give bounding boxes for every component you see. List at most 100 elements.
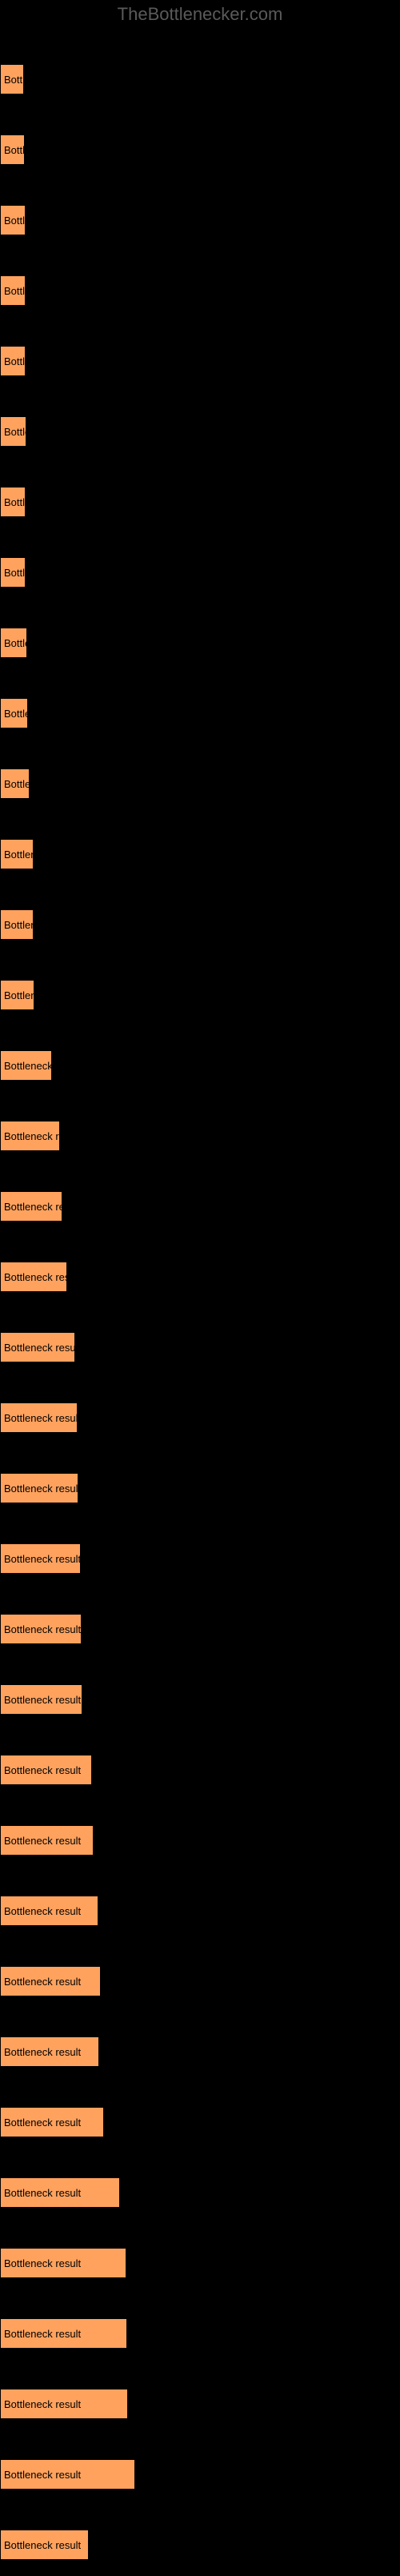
bar-row: Bottleneck result4 <box>0 2137 400 2208</box>
bar: Bottleneck result <box>0 1473 78 1503</box>
bar-label: Bottleneck result <box>4 1130 59 1142</box>
bar-label: Bottleneck result <box>4 1905 81 1917</box>
bar-wrapper: Bottleneck result <box>0 275 400 306</box>
bar: Bottleneck result <box>0 1543 81 1574</box>
bar: Bottleneck result <box>0 2530 89 2560</box>
bar-label: Bottleneck result <box>4 355 25 367</box>
bar-wrapper: Bottleneck result4 <box>0 2248 400 2278</box>
bar-row: Bottleneck result <box>0 24 400 94</box>
bar-row: Bottleneck result <box>0 1715 400 1785</box>
bar-row: Bottleneck result <box>0 2490 400 2560</box>
bar-row: Bottleneck result <box>0 1644 400 1715</box>
bar: Bottleneck result <box>0 1121 60 1151</box>
bar-row: Bottleneck result <box>0 1362 400 1433</box>
bars-host: Bottleneck result Bottleneck result Bottle… <box>0 24 400 2560</box>
bar: Bottleneck result <box>0 1896 98 1926</box>
bar-label: Bottleneck result <box>4 496 25 508</box>
bar-row: Bottleneck result <box>0 940 400 1010</box>
bar: Bottleneck result <box>0 275 26 306</box>
bar-label: Bottleneck result <box>4 426 26 438</box>
bar-label: Bottleneck result <box>4 708 27 720</box>
bar-wrapper: Bottleneck result <box>0 1684 400 1715</box>
bar: Bottleneck result <box>0 1614 82 1644</box>
bar-wrapper: Bottleneck result <box>0 768 400 799</box>
chart-container: Bottleneck result Bottleneck result Bottle… <box>0 0 400 2576</box>
bar-wrapper: Bottleneck result <box>0 205 400 235</box>
bar: Bottleneck result <box>0 134 25 165</box>
bar: Bottleneck result <box>0 64 24 94</box>
bar-wrapper: Bottleneck result <box>0 1966 400 1996</box>
bar-value: 4 <box>140 2397 146 2410</box>
bar-label: Bottleneck result <box>4 285 25 297</box>
bar-label: Bottleneck result <box>4 74 23 86</box>
bar-row: Bottleneck result <box>0 94 400 165</box>
bar: Bottleneck result4 <box>0 2389 128 2419</box>
bar-label: Bottleneck result <box>4 1764 81 1776</box>
bar-row: Bottleneck result 4 <box>0 2349 400 2419</box>
bar-label: Bottleneck result <box>4 919 33 931</box>
bar: Bottleneck result <box>0 1966 101 1996</box>
bar-row: Bottleneck result4 <box>0 2208 400 2278</box>
bar-wrapper: Bottleneck result <box>0 1825 400 1856</box>
bar: Bottleneck result <box>0 2036 99 2067</box>
bar-wrapper: Bottleneck result <box>0 1614 400 1644</box>
bar: Bottleneck result <box>0 909 34 940</box>
bar-value: 4 <box>139 2327 146 2340</box>
bar: Bottleneck result <box>0 1050 52 1081</box>
bar-label: Bottleneck result <box>4 989 34 1001</box>
bar-wrapper: Bottleneck result 4 <box>0 2389 400 2419</box>
bar: Bottleneck result <box>0 839 34 869</box>
bar-label: Bottleneck result <box>4 849 33 861</box>
bar: Bottleneck result <box>0 2107 104 2137</box>
bar-label: Bottleneck result <box>4 2046 81 2058</box>
bar-label: Bottleneck result <box>4 1271 66 1283</box>
bar: Bottleneck result <box>0 1755 92 1785</box>
bar-wrapper: Bottleneck result <box>0 1050 400 1081</box>
bar-label: Bottleneck result <box>4 2539 81 2551</box>
bar-wrapper: Bottleneck result <box>0 416 400 447</box>
bar-label: Bottleneck result <box>4 2257 81 2269</box>
bar-label: Bottleneck result <box>4 1412 77 1424</box>
bar-label: Bottleneck result <box>4 1553 80 1565</box>
bar-wrapper: Bottleneck result <box>0 628 400 658</box>
bar-wrapper: Bottleneck result <box>0 1262 400 1292</box>
bar: Bottleneck result <box>0 1825 94 1856</box>
bar-row: Bottleneck result <box>0 165 400 235</box>
bar-row: Bottleneck result <box>0 2067 400 2137</box>
bar-wrapper: Bottleneck result <box>0 487 400 517</box>
bar-wrapper: Bottleneck result <box>0 1755 400 1785</box>
bar-label: Bottleneck result <box>4 1623 81 1635</box>
bar: Bottleneck result4 <box>0 2459 135 2490</box>
bar-row: Bottleneck result <box>0 1996 400 2067</box>
bar-label: Bottleneck result <box>4 567 25 579</box>
bar-label: Bottleneck result <box>4 1060 51 1072</box>
bar-wrapper: Bottleneck result <box>0 2107 400 2137</box>
bar-row: Bottleneck result <box>0 1292 400 1362</box>
bar-label: Bottleneck result <box>4 2398 81 2410</box>
bar-wrapper: Bottleneck result <box>0 1191 400 1222</box>
bar-label: Bottleneck result <box>4 1342 74 1354</box>
bar-label: Bottleneck result <box>4 144 24 156</box>
bar-value: 4 <box>147 2468 154 2481</box>
bar-label: Bottleneck result <box>4 1835 81 1847</box>
bar: Bottleneck result <box>0 1684 82 1715</box>
bar-row: Bottleneck result <box>0 1081 400 1151</box>
bar-label: Bottleneck result <box>4 778 29 790</box>
bar: Bottleneck result <box>0 698 28 728</box>
bar-row: Bottleneck result4 <box>0 2278 400 2349</box>
bar-wrapper: Bottleneck result <box>0 909 400 940</box>
bar-wrapper: Bottleneck result4 <box>0 2318 400 2349</box>
bar: Bottleneck result <box>0 628 27 658</box>
bar-row: Bottleneck result <box>0 1503 400 1574</box>
bar-row: Bottleneck result <box>0 1856 400 1926</box>
bar-row: Bottleneck result <box>0 447 400 517</box>
bar: Bottleneck result <box>0 346 26 376</box>
bar-row: Bottleneck result <box>0 588 400 658</box>
bar-wrapper: Bottleneck result <box>0 134 400 165</box>
bar-wrapper: Bottleneck result <box>0 698 400 728</box>
bar: Bottleneck result <box>0 1191 62 1222</box>
bar-wrapper: Bottleneck result <box>0 2036 400 2067</box>
bar-wrapper: Bottleneck result <box>0 557 400 588</box>
bar-wrapper: Bottleneck result <box>0 839 400 869</box>
bar-row: Bottleneck result <box>0 1574 400 1644</box>
